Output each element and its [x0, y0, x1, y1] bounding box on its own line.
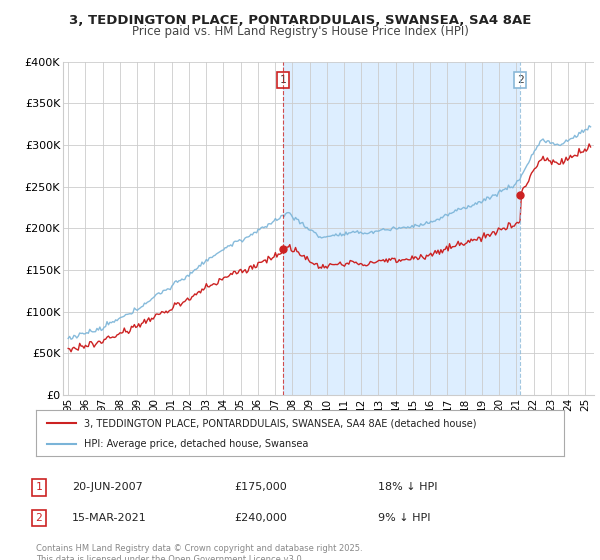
Text: 15-MAR-2021: 15-MAR-2021 [72, 513, 147, 523]
Text: 1: 1 [280, 75, 287, 85]
Text: £175,000: £175,000 [234, 482, 287, 492]
Text: 9% ↓ HPI: 9% ↓ HPI [378, 513, 430, 523]
Bar [283, 62, 520, 395]
Text: 1: 1 [35, 482, 43, 492]
Text: Contains HM Land Registry data © Crown copyright and database right 2025.
This d: Contains HM Land Registry data © Crown c… [36, 544, 362, 560]
Text: HPI: Average price, detached house, Swansea: HPI: Average price, detached house, Swan… [83, 438, 308, 449]
Text: 3, TEDDINGTON PLACE, PONTARDDULAIS, SWANSEA, SA4 8AE (detached house): 3, TEDDINGTON PLACE, PONTARDDULAIS, SWAN… [83, 418, 476, 428]
Text: 2: 2 [35, 513, 43, 523]
Text: £240,000: £240,000 [234, 513, 287, 523]
Text: Price paid vs. HM Land Registry's House Price Index (HPI): Price paid vs. HM Land Registry's House … [131, 25, 469, 38]
Text: 2: 2 [517, 75, 523, 85]
Text: 18% ↓ HPI: 18% ↓ HPI [378, 482, 437, 492]
Text: 20-JUN-2007: 20-JUN-2007 [72, 482, 143, 492]
Text: 3, TEDDINGTON PLACE, PONTARDDULAIS, SWANSEA, SA4 8AE: 3, TEDDINGTON PLACE, PONTARDDULAIS, SWAN… [69, 14, 531, 27]
